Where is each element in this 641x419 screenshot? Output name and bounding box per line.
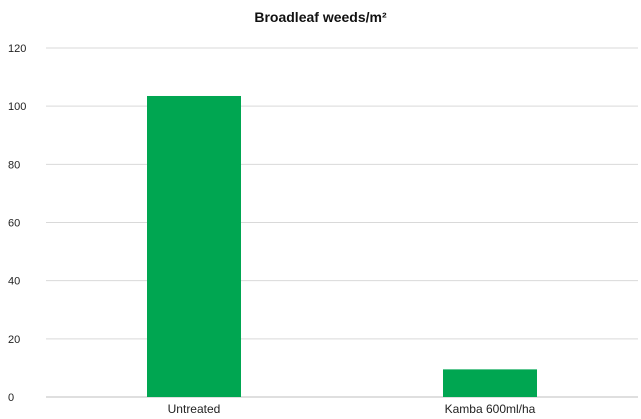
- x-category-label: Untreated: [168, 402, 221, 416]
- bar: [147, 95, 241, 398]
- y-tick-label: 60: [8, 218, 20, 230]
- y-tick-label: 40: [8, 276, 20, 288]
- y-tick-label: 100: [8, 101, 26, 113]
- y-tick-label: 0: [8, 392, 14, 404]
- y-tick-label: 120: [8, 43, 26, 55]
- x-category-label: Kamba 600ml/ha: [445, 402, 536, 416]
- bar: [443, 369, 537, 397]
- chart-title: Broadleaf weeds/m²: [254, 9, 387, 25]
- y-tick-label: 20: [8, 334, 20, 346]
- y-tick-label: 80: [8, 159, 20, 171]
